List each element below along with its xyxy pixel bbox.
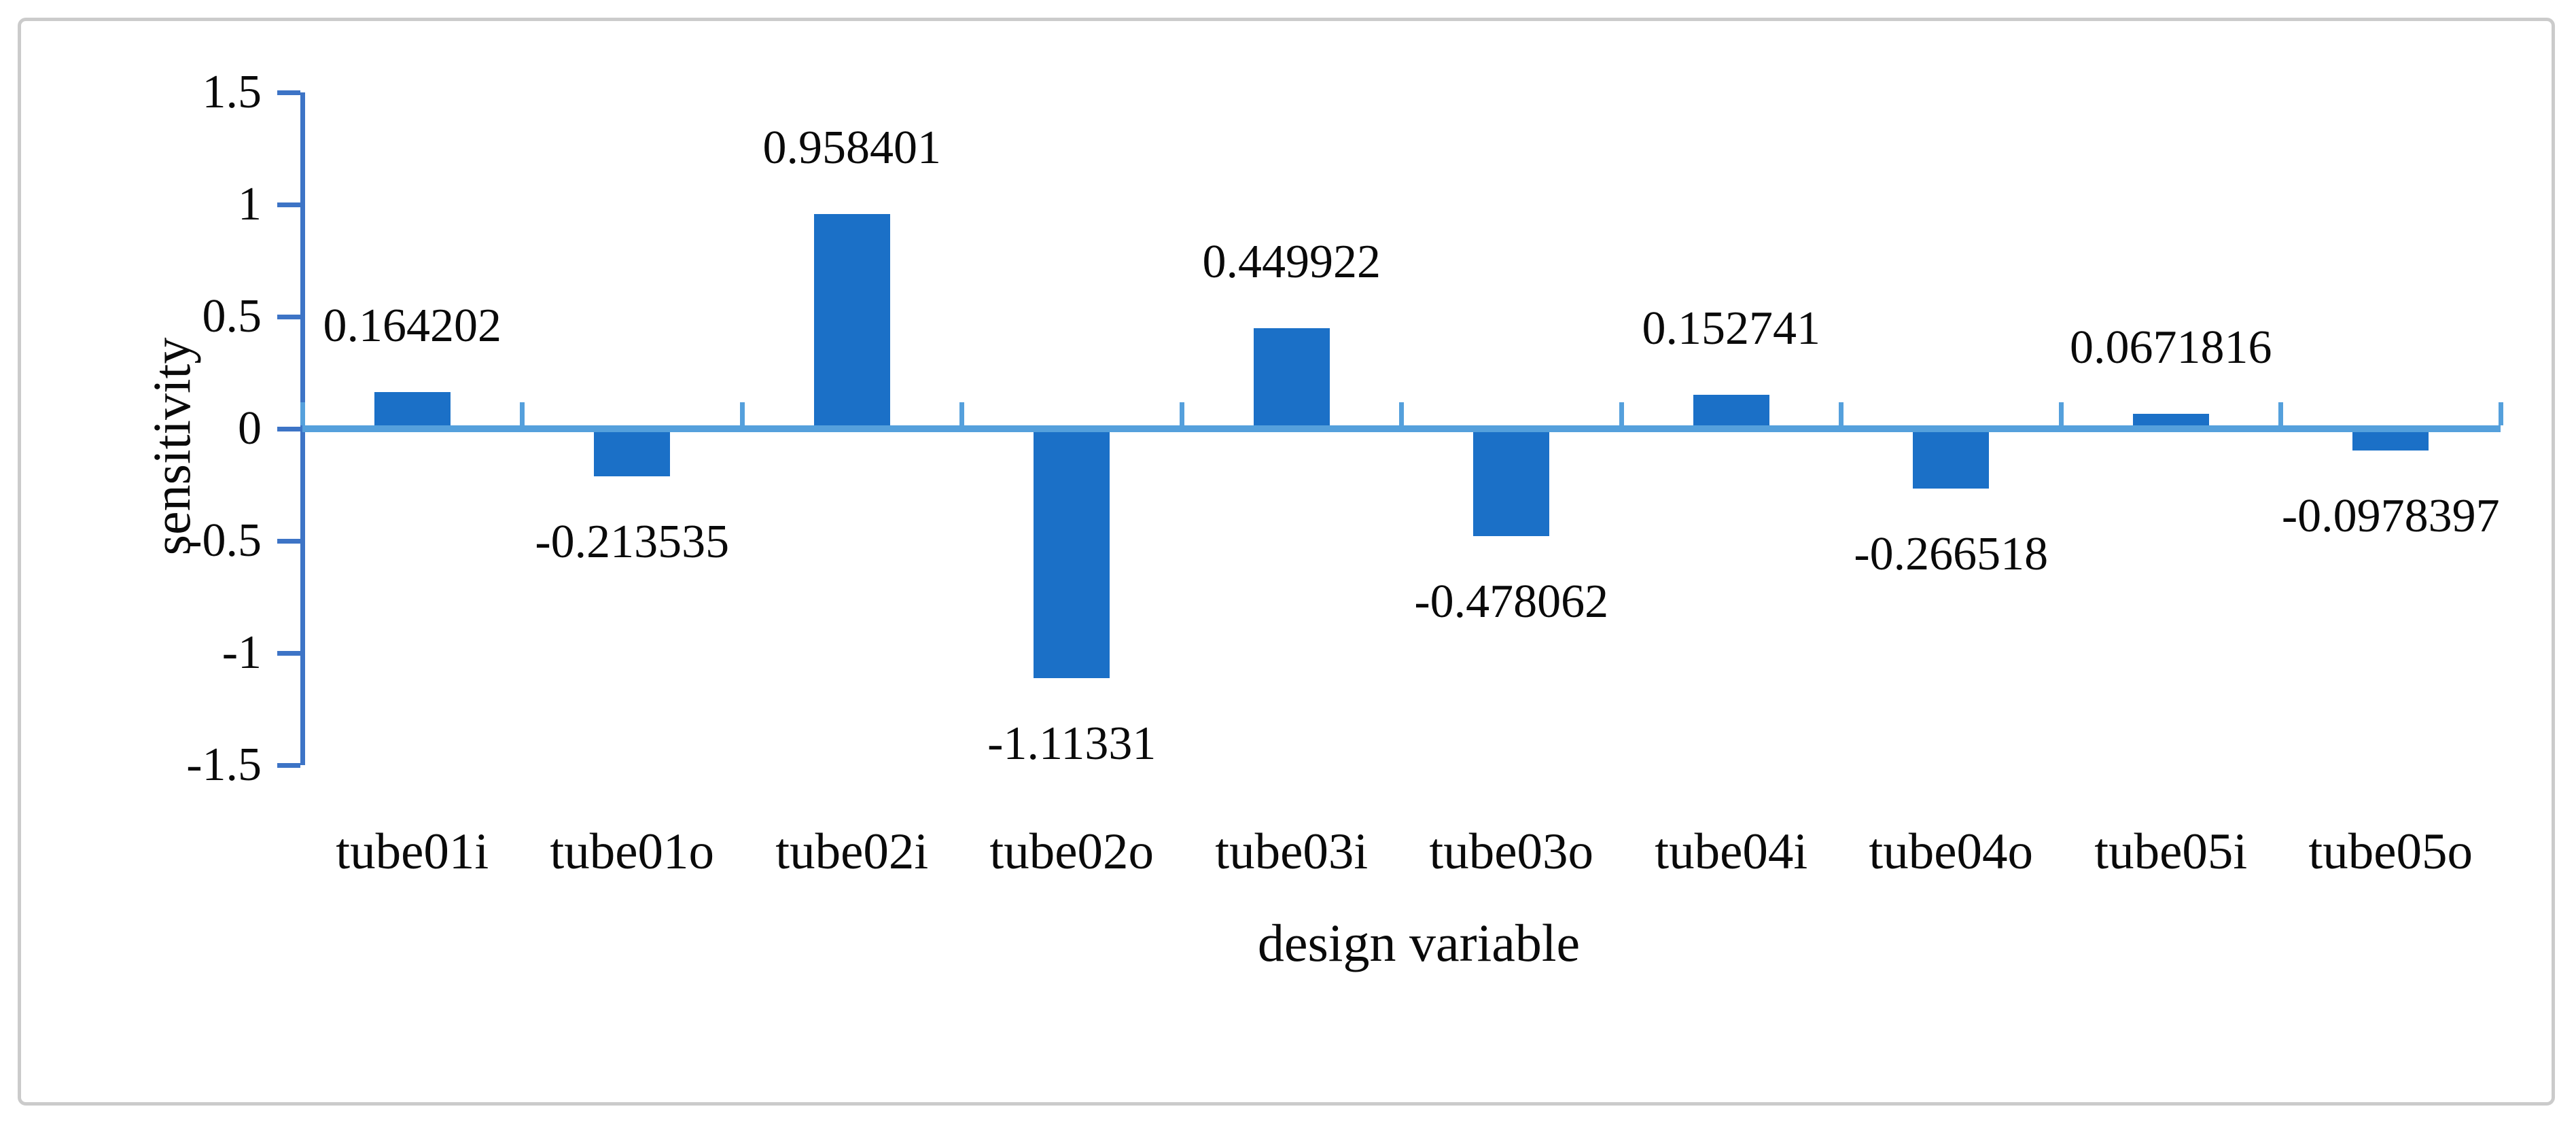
figure-border: 1.5 1 0.5 0 -0.5 -1 -1.5 0.164202 -0.213535 0.958… xyxy=(18,18,2555,1106)
bar-data-label: -0.478062 xyxy=(1414,575,1609,628)
x-axis-title: design variable xyxy=(1257,913,1581,972)
y-tick-label: -1.5 xyxy=(186,739,262,791)
x-tick xyxy=(1839,402,1843,425)
category-label-tube03i: tube03i xyxy=(1215,824,1369,880)
bar-tube05i xyxy=(2132,413,2209,429)
y-tick-label: -1 xyxy=(222,626,262,679)
category-label-tube01i: tube01i xyxy=(336,824,489,880)
category-label-tube05o: tube05o xyxy=(2308,824,2473,880)
category-label-tube02i: tube02i xyxy=(775,824,929,880)
y-tick xyxy=(277,202,300,207)
y-tick xyxy=(277,538,300,544)
bar-data-label: -0.0978397 xyxy=(2281,490,2500,543)
y-tick-label: 1.5 xyxy=(202,66,262,118)
y-tick-label: -0.5 xyxy=(186,514,262,567)
x-tick xyxy=(1179,402,1184,425)
y-tick xyxy=(277,650,300,656)
y-tick xyxy=(277,426,300,431)
x-tick xyxy=(2058,402,2064,425)
x-tick xyxy=(1399,402,1404,425)
category-label-tube01o: tube01o xyxy=(550,824,715,880)
x-tick xyxy=(959,402,964,425)
bar-data-label: 0.449922 xyxy=(1202,235,1381,288)
x-tick xyxy=(2498,402,2503,425)
category-label-tube04i: tube04i xyxy=(1655,824,1808,880)
bar-data-label: -0.266518 xyxy=(1854,527,2049,580)
x-tick xyxy=(520,402,525,425)
y-tick-label: 1 xyxy=(238,178,262,230)
y-tick xyxy=(277,314,300,319)
bar-data-label: 0.0671816 xyxy=(2070,321,2272,374)
bar-tube05o xyxy=(2352,429,2429,451)
y-axis-title: sensitivity xyxy=(142,337,201,556)
bar-tube02i xyxy=(813,213,890,429)
y-tick-label: 0.5 xyxy=(202,290,262,342)
bar-data-label: 0.958401 xyxy=(762,121,942,174)
y-tick-label: 0 xyxy=(238,402,262,455)
x-axis-line xyxy=(302,425,2501,432)
bar-tube01o xyxy=(594,429,671,477)
bar-chart-plot-area: 1.5 1 0.5 0 -0.5 -1 -1.5 0.164202 -0.213535 0.958… xyxy=(21,21,2552,1102)
bar-data-label: 0.164202 xyxy=(323,299,502,352)
bar-tube01i xyxy=(374,391,451,429)
category-label-tube05i: tube05i xyxy=(2094,824,2248,880)
category-label-tube02o: tube02o xyxy=(989,824,1154,880)
y-tick xyxy=(277,762,300,768)
bar-data-label: -1.11331 xyxy=(987,718,1157,771)
bar-tube02o xyxy=(1034,429,1110,679)
x-tick xyxy=(1619,402,1624,425)
x-tick xyxy=(739,402,745,425)
category-label-tube04o: tube04o xyxy=(1869,824,2034,880)
x-tick xyxy=(2278,402,2283,425)
x-tick xyxy=(300,402,305,425)
bar-tube03i xyxy=(1253,328,1330,429)
bar-tube04o xyxy=(1913,429,1990,489)
bar-tube03o xyxy=(1473,429,1550,536)
bar-data-label: 0.152741 xyxy=(1642,302,1821,355)
bar-data-label: -0.213535 xyxy=(535,516,730,569)
category-label-tube03o: tube03o xyxy=(1429,824,1594,880)
bar-tube04i xyxy=(1693,394,1769,429)
y-tick xyxy=(277,90,300,95)
